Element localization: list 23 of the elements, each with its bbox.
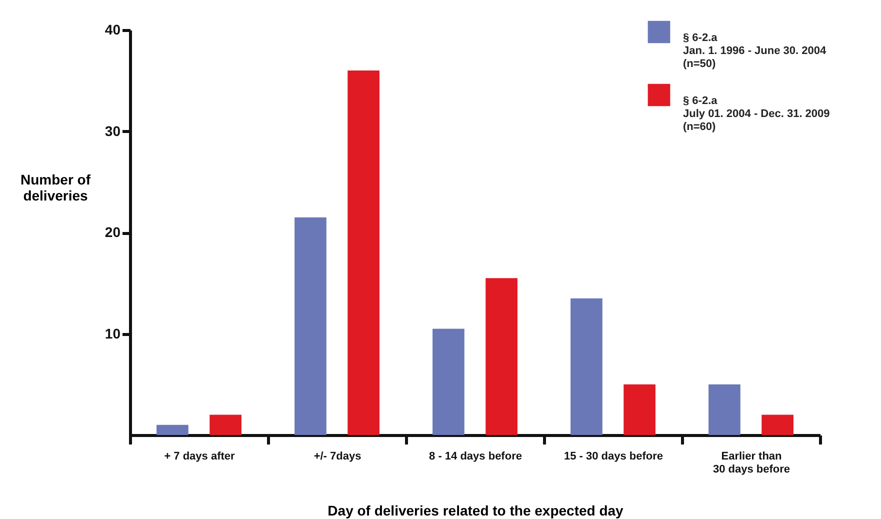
bar <box>348 70 380 435</box>
y-axis-title: Number of deliveries <box>20 172 91 204</box>
x-tick-label: 15 - 30 days before <box>564 450 664 462</box>
bar <box>294 217 326 435</box>
bar <box>708 384 740 435</box>
bar <box>432 328 464 435</box>
y-tick-label: 30 <box>104 122 121 139</box>
x-tick-label: + 7 days after <box>164 450 236 462</box>
legend-label: § 6-2.a July 01. 2004 - Dec. 31. 2009 (n=60) <box>683 95 830 133</box>
y-tick-label: 20 <box>104 224 121 240</box>
x-axis-title: Day of deliveries related to the expected day <box>328 502 624 518</box>
x-tick-label: +/- 7days <box>314 450 362 462</box>
x-tick-label: Earlier than 30 days before <box>712 450 790 476</box>
bar <box>624 384 656 435</box>
bar <box>156 424 188 435</box>
bar <box>210 414 242 435</box>
bar <box>486 278 518 435</box>
x-tick-label: 8 - 14 days before <box>429 450 522 462</box>
bar <box>570 298 602 435</box>
y-tick-label: 40 <box>104 22 121 38</box>
bar <box>762 414 794 435</box>
legend-label: § 6-2.a Jan. 1. 1996 - June 30. 2004 (n=50) <box>683 32 827 70</box>
y-tick-label: 10 <box>104 325 121 342</box>
